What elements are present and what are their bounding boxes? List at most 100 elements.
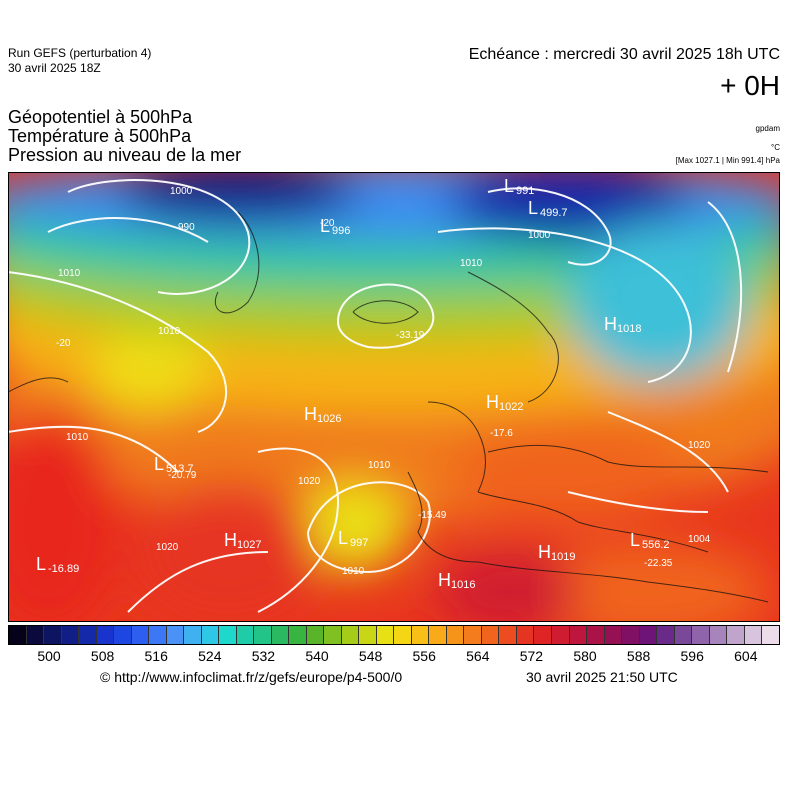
low-center: L -16.89 xyxy=(36,554,79,575)
color-scale-cell xyxy=(727,626,745,644)
color-scale-cell xyxy=(464,626,482,644)
color-scale-cell xyxy=(306,626,325,644)
color-scale-cell xyxy=(499,626,517,644)
svg-text:L: L xyxy=(36,554,46,574)
low-center: L 991 xyxy=(504,176,534,197)
temp-label: -20 xyxy=(56,338,71,349)
color-scale-cell xyxy=(26,626,45,644)
temperature-field: L 991 L 499.7 L 996 H 1018 H 1026 H 1027 xyxy=(8,172,780,622)
color-scale-cell xyxy=(219,626,237,644)
color-scale-tick: 588 xyxy=(626,648,651,664)
color-scale-cell xyxy=(79,626,97,644)
temp-label: -33.19 xyxy=(396,330,425,341)
high-center: H 1027 xyxy=(224,530,261,551)
run-model: Run GEFS (perturbation 4) xyxy=(8,46,152,60)
color-scale-tick: 508 xyxy=(90,648,115,664)
color-scale xyxy=(8,625,780,645)
color-scale-cell xyxy=(411,626,430,644)
generated-time: 30 avril 2025 21:50 UTC xyxy=(526,669,678,685)
color-scale-cell xyxy=(44,626,62,644)
low-center: L 997 xyxy=(338,528,368,549)
color-scale-cell xyxy=(184,626,202,644)
field-temperature: Température à 500hPa xyxy=(8,126,192,146)
color-scale-cell xyxy=(534,626,552,644)
color-scale-cell xyxy=(429,626,447,644)
color-scale-tick: 604 xyxy=(734,648,758,664)
svg-text:H: H xyxy=(486,392,499,412)
isobar-label: 1020 xyxy=(156,542,179,553)
svg-text:1016: 1016 xyxy=(451,579,475,591)
svg-text:996: 996 xyxy=(332,225,350,237)
color-scale-cell xyxy=(569,626,588,644)
color-scale-cell xyxy=(446,626,465,644)
color-scale-cell xyxy=(131,626,150,644)
color-scale-cell xyxy=(481,626,500,644)
color-scale-cell xyxy=(692,626,710,644)
field-pressure: Pression au niveau de la mer xyxy=(8,145,242,165)
color-scale-cell xyxy=(9,626,27,644)
color-scale-cell xyxy=(657,626,675,644)
color-scale-cell xyxy=(149,626,167,644)
color-scale-cell xyxy=(709,626,728,644)
isobar-label: 1010 xyxy=(66,432,89,443)
low-center: L 499.7 xyxy=(528,198,568,219)
temp-label: -17.6 xyxy=(490,428,513,439)
high-center: H 1019 xyxy=(538,542,575,563)
high-center: H 1016 xyxy=(438,570,475,591)
color-scale-cell xyxy=(96,626,115,644)
color-scale-cell xyxy=(587,626,605,644)
isobar-label: 1010 xyxy=(158,326,181,337)
isobar-label: 1020 xyxy=(298,476,321,487)
unit-celsius: °C xyxy=(771,143,780,152)
color-scale-cell xyxy=(376,626,395,644)
low-center: L 513.7 xyxy=(154,454,194,475)
color-scale-cell xyxy=(324,626,342,644)
color-scale-cell xyxy=(622,626,640,644)
svg-text:H: H xyxy=(224,530,237,550)
svg-text:991: 991 xyxy=(516,185,534,197)
svg-text:1022: 1022 xyxy=(499,401,523,413)
isobar-label: 1010 xyxy=(342,566,365,577)
color-scale-cell xyxy=(114,626,132,644)
low-center: L 556.2 xyxy=(630,530,670,551)
temp-label: -20.79 xyxy=(168,470,197,481)
svg-text:-16.89: -16.89 xyxy=(48,563,79,575)
low-center: L 996 xyxy=(320,216,350,237)
source-url[interactable]: © http://www.infoclimat.fr/z/gefs/europe… xyxy=(100,669,403,685)
color-scale-cell xyxy=(359,626,377,644)
isobar-label: 1010 xyxy=(460,258,483,269)
svg-text:499.7: 499.7 xyxy=(540,207,568,219)
isobar-label: 1020 xyxy=(688,440,711,451)
color-scale-cell xyxy=(639,626,658,644)
run-date: 30 avril 2025 18Z xyxy=(8,61,101,75)
svg-text:L: L xyxy=(630,530,640,550)
svg-text:H: H xyxy=(438,570,451,590)
color-scale-ticks: 500 508 516 524 532 540 548 556 564 572 580 588 596 6… xyxy=(0,648,788,668)
svg-text:1027: 1027 xyxy=(237,539,261,551)
color-scale-cell xyxy=(744,626,763,644)
color-scale-cell xyxy=(674,626,693,644)
color-scale-cell xyxy=(166,626,185,644)
svg-text:L: L xyxy=(528,198,538,218)
isobar-label: 1004 xyxy=(688,534,711,545)
color-scale-cell xyxy=(254,626,272,644)
weather-map: L 991 L 499.7 L 996 H 1018 H 1026 H 1027 xyxy=(8,172,780,622)
color-scale-tick: 524 xyxy=(198,648,222,664)
svg-text:997: 997 xyxy=(350,537,368,549)
lead-time: + 0H xyxy=(720,70,780,101)
color-scale-cell xyxy=(201,626,220,644)
svg-text:H: H xyxy=(538,542,551,562)
temperature-labels: -20 -20 -33.19 -20.79 -15.49 -22.35 -17.… xyxy=(56,218,673,569)
high-center: H 1026 xyxy=(304,404,341,425)
field-geopotential: Géopotentiel à 500hPa xyxy=(8,107,193,127)
svg-text:513.7: 513.7 xyxy=(166,463,194,475)
temp-label: -20 xyxy=(320,218,335,229)
run-info: Run GEFS (perturbation 4) 30 avril 2025 … xyxy=(8,46,151,76)
temp-label: -22.35 xyxy=(644,558,673,569)
svg-text:L: L xyxy=(338,528,348,548)
high-center: H 1018 xyxy=(604,314,641,335)
color-scale-tick: 532 xyxy=(251,648,276,664)
color-scale-cell xyxy=(516,626,535,644)
color-scale-cell xyxy=(271,626,290,644)
svg-text:H: H xyxy=(304,404,317,424)
